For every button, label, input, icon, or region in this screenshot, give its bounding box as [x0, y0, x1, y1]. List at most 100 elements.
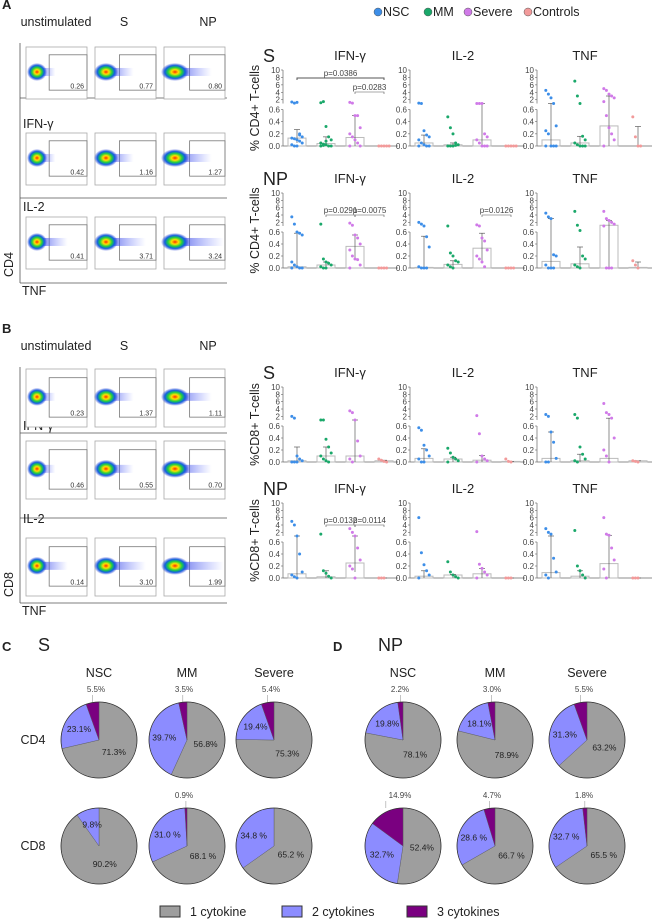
y-tick-label: 6: [530, 204, 535, 213]
y-tick-label: 4: [530, 211, 535, 220]
data-point-severe: [475, 576, 479, 580]
data-point-nsc: [419, 101, 423, 105]
data-point-nsc: [295, 460, 299, 464]
slice-label: 75.3%: [275, 749, 300, 759]
flow-event-tail: [105, 464, 134, 473]
legend-swatch-three: [406, 905, 428, 918]
data-point-mm: [573, 141, 577, 145]
data-point-mm: [329, 451, 333, 455]
data-point-mm: [319, 454, 323, 458]
data-point-severe: [477, 101, 481, 105]
y-tick-label: 8: [403, 73, 408, 82]
data-point-severe: [353, 534, 357, 538]
significance-bracket: [354, 524, 385, 527]
data-point-mm: [446, 560, 450, 564]
data-point-controls: [504, 457, 508, 461]
y-tick-label: 0.0: [269, 142, 281, 151]
data-point-mm: [329, 263, 333, 267]
data-point-severe: [348, 409, 352, 413]
slice-label: 39.7%: [152, 733, 177, 743]
data-point-mm: [583, 457, 587, 461]
data-point-severe: [483, 457, 487, 461]
slice-label: 31.3%: [553, 730, 578, 740]
data-point-controls: [379, 266, 383, 270]
data-point-severe: [356, 439, 360, 443]
pie-chart: 78.9% 18.1% 3.0%: [456, 685, 534, 779]
data-point-severe: [612, 138, 616, 142]
pie-column-header: Severe: [254, 666, 294, 680]
data-point-severe: [475, 530, 479, 534]
flow-density-blob: [160, 148, 189, 167]
data-point-mm: [575, 94, 579, 98]
data-point-severe: [604, 411, 608, 415]
flow-density-blob: [26, 62, 47, 81]
data-point-controls: [512, 266, 516, 270]
flow-plot: 1.11: [160, 368, 226, 428]
slice-label: 28.6 %: [461, 833, 488, 843]
data-point-nsc: [554, 254, 558, 258]
data-point-nsc: [298, 133, 302, 137]
stimulus-label: NP: [263, 169, 288, 189]
y-tick-label: 0.6: [269, 228, 281, 237]
data-point-nsc: [298, 457, 302, 461]
data-point-mm: [319, 141, 323, 145]
data-point-controls: [506, 266, 510, 270]
data-point-mm: [583, 257, 587, 261]
flow-event-tail: [105, 561, 146, 570]
flow-event-tail: [36, 237, 68, 246]
pie-chart: 90.2% 9.8%: [60, 807, 138, 885]
data-point-nsc: [552, 101, 556, 105]
data-point-nsc: [417, 576, 421, 580]
data-point-nsc: [417, 516, 421, 520]
data-point-severe: [604, 88, 608, 92]
data-point-mm: [324, 571, 328, 575]
data-point-controls: [382, 144, 386, 148]
data-point-severe: [480, 101, 484, 105]
data-point-nsc: [544, 88, 548, 92]
y-tick-label: 0.6: [523, 228, 535, 237]
data-point-mm: [581, 254, 585, 258]
y-tick-label: 6: [403, 81, 408, 90]
p-value-label: p=0.0114: [353, 516, 387, 525]
legend-label-severe: Severe: [473, 5, 513, 19]
data-point-nsc: [295, 454, 299, 458]
data-point-severe: [485, 248, 489, 252]
y-tick-label: 4: [403, 521, 408, 530]
data-point-severe: [356, 141, 360, 145]
data-point-mm: [575, 265, 579, 269]
y-tick-label: 0.6: [396, 422, 408, 431]
stimulus-label: NP: [263, 479, 288, 499]
flow-gate-value: 3.71: [139, 254, 153, 261]
flow-event-tail: [174, 392, 212, 401]
data-point-mm: [578, 445, 582, 449]
data-point-severe: [350, 254, 354, 258]
data-point-nsc: [544, 144, 548, 148]
subplot-title: IFN-γ: [334, 481, 366, 496]
flow-event-tail: [105, 392, 134, 401]
data-point-severe: [480, 144, 484, 148]
data-point-nsc: [300, 233, 304, 237]
y-tick-label: 10: [271, 499, 280, 508]
significance-bracket: [354, 214, 385, 217]
slice-label: 0.9%: [175, 791, 193, 800]
y-tick-label: 0.4: [396, 118, 408, 127]
data-point-controls: [387, 144, 391, 148]
y-tick-label: 0.2: [396, 252, 408, 261]
data-point-mm: [321, 143, 325, 147]
slice-label: 4.7%: [483, 791, 501, 800]
data-point-nsc: [544, 527, 548, 531]
data-point-mm: [448, 126, 452, 130]
data-point-nsc: [422, 266, 426, 270]
flow-gate-value: 0.77: [139, 84, 153, 91]
data-point-severe: [353, 257, 357, 261]
data-point-controls: [631, 576, 635, 580]
flow-density-blob: [160, 459, 189, 478]
y-tick-label: 10: [525, 66, 534, 75]
data-point-nsc: [290, 266, 294, 270]
data-point-nsc: [425, 569, 429, 573]
